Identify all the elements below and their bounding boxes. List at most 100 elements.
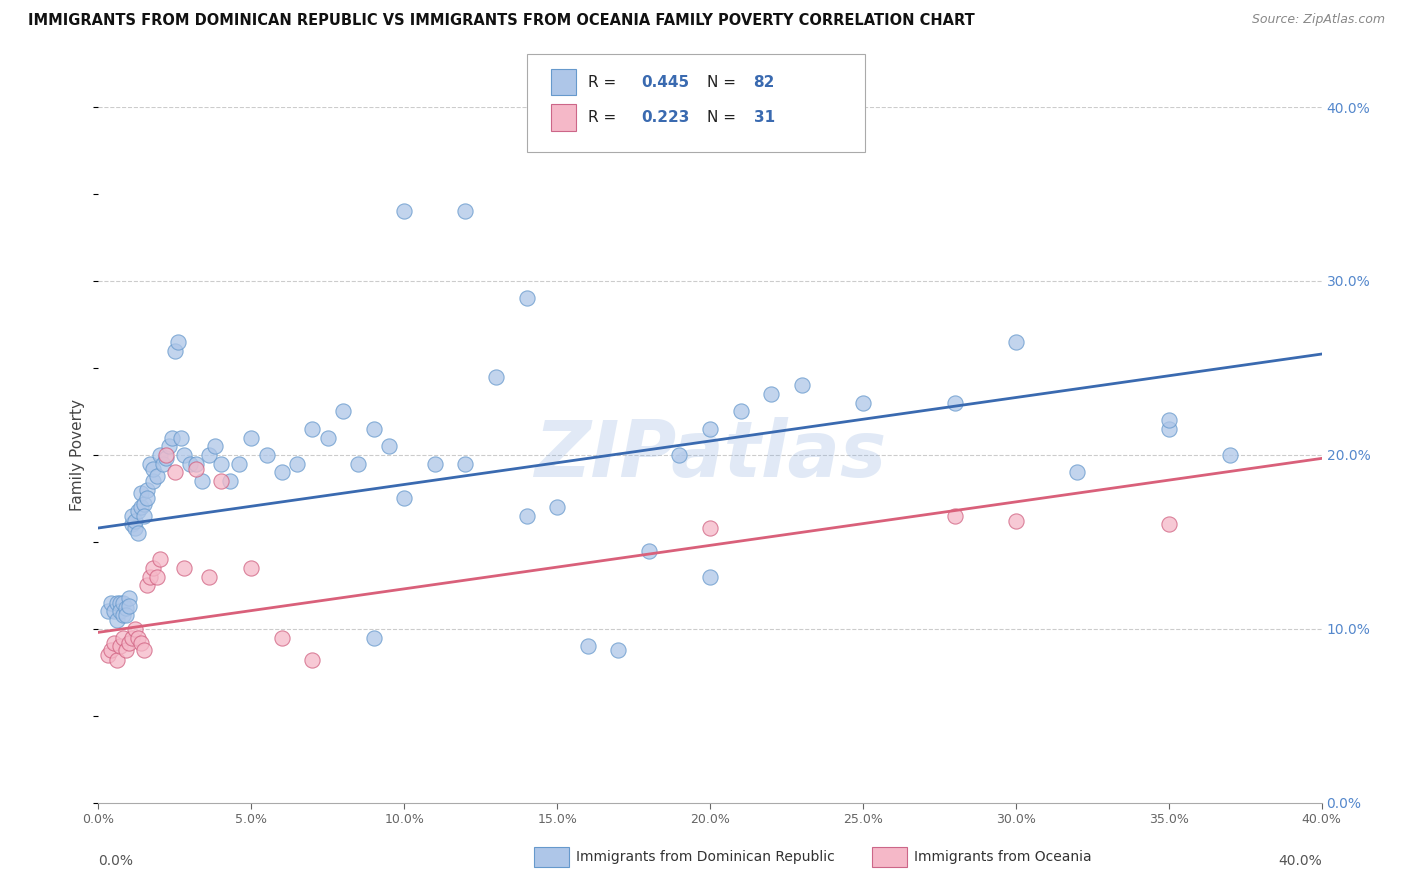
Point	[516, 291, 538, 305]
Text: Immigrants from Oceania: Immigrants from Oceania	[914, 850, 1091, 864]
Point	[170, 431, 193, 445]
Point	[139, 457, 162, 471]
Point	[139, 570, 162, 584]
Point	[163, 466, 186, 480]
Point	[105, 613, 128, 627]
Point	[157, 439, 180, 453]
Point	[516, 508, 538, 523]
Point	[118, 599, 141, 614]
Text: 0.223: 0.223	[641, 111, 689, 125]
Point	[160, 431, 183, 445]
Point	[204, 439, 226, 453]
Point	[179, 457, 201, 471]
Point	[699, 422, 721, 436]
Point	[97, 605, 120, 619]
Point	[699, 521, 721, 535]
Point	[576, 639, 599, 653]
Point	[485, 369, 508, 384]
Point	[240, 561, 263, 575]
Point	[228, 457, 250, 471]
Point	[100, 596, 122, 610]
Point	[197, 448, 219, 462]
Point	[124, 521, 146, 535]
Point	[454, 204, 477, 219]
Text: IMMIGRANTS FROM DOMINICAN REPUBLIC VS IMMIGRANTS FROM OCEANIA FAMILY POVERTY COR: IMMIGRANTS FROM DOMINICAN REPUBLIC VS IM…	[28, 13, 974, 29]
Point	[363, 631, 385, 645]
Text: Source: ZipAtlas.com: Source: ZipAtlas.com	[1251, 13, 1385, 27]
Point	[285, 457, 308, 471]
Text: N =: N =	[707, 111, 741, 125]
Text: N =: N =	[707, 75, 741, 89]
Point	[1157, 422, 1180, 436]
Point	[332, 404, 354, 418]
Point	[134, 497, 156, 511]
Point	[149, 448, 172, 462]
Point	[121, 517, 143, 532]
Point	[111, 607, 134, 622]
Point	[173, 448, 195, 462]
Y-axis label: Family Poverty: Family Poverty	[70, 399, 86, 511]
Point	[118, 591, 141, 605]
Point	[173, 561, 195, 575]
Point	[186, 457, 208, 471]
Point	[129, 486, 152, 500]
Point	[111, 631, 134, 645]
Point	[103, 605, 125, 619]
Point	[852, 396, 875, 410]
Point	[145, 570, 167, 584]
Point	[454, 457, 477, 471]
Point	[152, 457, 174, 471]
Point	[270, 466, 292, 480]
Point	[155, 448, 177, 462]
Point	[115, 642, 138, 657]
Point	[127, 631, 149, 645]
Point	[637, 543, 661, 558]
Point	[378, 439, 401, 453]
Point	[136, 491, 159, 506]
Point	[105, 653, 128, 667]
Point	[167, 334, 190, 349]
Point	[392, 491, 416, 506]
Point	[186, 462, 208, 476]
Point	[546, 500, 568, 514]
Point	[1066, 466, 1088, 480]
Point	[219, 474, 242, 488]
Point	[423, 457, 446, 471]
Point	[1219, 448, 1241, 462]
Point	[97, 648, 120, 662]
Point	[149, 552, 172, 566]
Text: 82: 82	[754, 75, 775, 89]
Point	[129, 636, 152, 650]
Point	[1157, 413, 1180, 427]
Point	[668, 448, 690, 462]
Point	[209, 457, 232, 471]
Point	[699, 570, 721, 584]
Text: R =: R =	[588, 111, 621, 125]
Point	[108, 639, 131, 653]
Point	[1004, 334, 1026, 349]
Point	[316, 431, 339, 445]
Point	[134, 508, 156, 523]
Point	[1004, 514, 1026, 528]
Text: 0.445: 0.445	[641, 75, 689, 89]
Point	[129, 500, 152, 514]
Point	[134, 642, 156, 657]
Point	[105, 596, 128, 610]
Text: 31: 31	[754, 111, 775, 125]
Point	[240, 431, 263, 445]
Point	[124, 622, 146, 636]
Point	[347, 457, 370, 471]
Point	[145, 468, 167, 483]
Point	[136, 578, 159, 592]
Point	[103, 636, 125, 650]
Point	[100, 642, 122, 657]
Point	[142, 474, 165, 488]
Point	[155, 451, 177, 466]
Point	[197, 570, 219, 584]
Point	[943, 396, 966, 410]
Point	[111, 596, 134, 610]
Point	[270, 631, 292, 645]
Point	[301, 653, 323, 667]
Point	[392, 204, 416, 219]
Point	[121, 508, 143, 523]
